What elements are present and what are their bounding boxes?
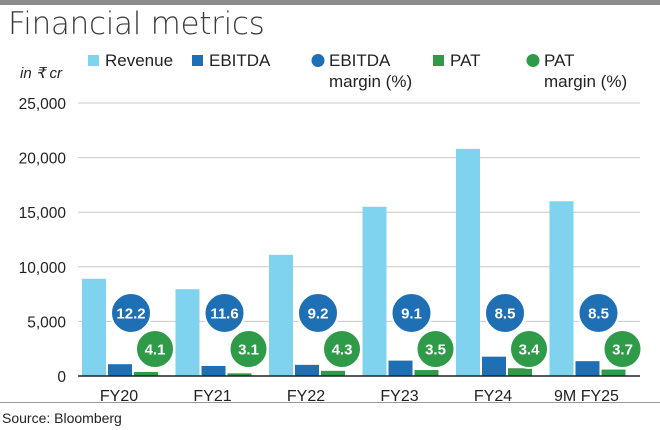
y-tick-label: 20,000 bbox=[19, 151, 67, 168]
pat-margin-bubble bbox=[415, 329, 456, 369]
ebitda-margin-bubble bbox=[390, 292, 433, 334]
ebitda-bar bbox=[295, 364, 319, 376]
x-category-label: FY23 bbox=[380, 388, 418, 405]
legend-dot-pat_margin bbox=[526, 54, 540, 67]
ebitda-bar bbox=[482, 356, 506, 376]
y-tick-label: 0 bbox=[57, 369, 66, 386]
pat-margin-bubble bbox=[322, 329, 362, 369]
ebitda-margin-label: 11.6 bbox=[210, 306, 238, 323]
y-tick-label: 10,000 bbox=[19, 260, 67, 277]
pat-margin-label: 4.3 bbox=[332, 342, 353, 359]
pat-margin-label: 3.7 bbox=[612, 342, 633, 359]
ebitda-bar bbox=[108, 364, 132, 376]
legend-label-ebitda: EBITDA bbox=[209, 51, 271, 70]
revenue-bar bbox=[175, 289, 200, 376]
ebitda-margin-bubble bbox=[484, 292, 526, 334]
pat-margin-label: 3.5 bbox=[425, 342, 446, 359]
ebitda-margin-bubble bbox=[297, 292, 339, 334]
ebitda-margin-bubble bbox=[110, 292, 152, 334]
pat-bar bbox=[134, 372, 158, 376]
y-tick-label: 25,000 bbox=[19, 96, 67, 113]
legend-swatch-revenue bbox=[88, 55, 99, 66]
pat-bar bbox=[601, 369, 626, 376]
legend-label-ebitda_margin: margin (%) bbox=[329, 72, 412, 91]
pat-margin-bubble bbox=[509, 329, 549, 369]
ebitda-margin-bubble bbox=[577, 292, 620, 334]
pat-margin-bubble bbox=[228, 329, 269, 369]
ebitda-margin-label: 8.5 bbox=[588, 306, 609, 323]
ebitda-margin-bubble bbox=[203, 292, 246, 334]
revenue-bar bbox=[456, 148, 480, 376]
legend-label-pat_margin: PAT bbox=[544, 51, 575, 70]
pat-margin-label: 3.1 bbox=[238, 342, 259, 359]
legend-label-revenue: Revenue bbox=[105, 51, 173, 70]
ebitda-margin-label: 9.1 bbox=[401, 306, 422, 323]
pat-margin-bubble bbox=[135, 329, 175, 369]
x-category-label: FY20 bbox=[100, 388, 138, 405]
source-note: Source: Bloomberg bbox=[2, 410, 122, 426]
ebitda-margin-label: 8.5 bbox=[495, 306, 516, 323]
revenue-bar bbox=[82, 278, 106, 376]
legend-swatch-pat bbox=[433, 55, 444, 66]
revenue-bar bbox=[269, 254, 293, 376]
pat-margin-bubble bbox=[602, 329, 643, 369]
revenue-bar bbox=[549, 201, 574, 376]
unit-label: in ₹ cr bbox=[20, 65, 63, 82]
y-tick-label: 5,000 bbox=[27, 314, 66, 331]
x-category-label: FY21 bbox=[193, 388, 231, 405]
legend-label-ebitda_margin: EBITDA bbox=[329, 51, 391, 70]
x-category-label: 9M FY25 bbox=[554, 388, 619, 405]
top-rule bbox=[0, 0, 660, 5]
bottom-rule bbox=[0, 402, 660, 403]
legend-swatch-ebitda bbox=[192, 55, 203, 66]
ebitda-bar bbox=[388, 360, 413, 376]
pat-bar bbox=[414, 370, 439, 376]
pat-bar bbox=[508, 368, 532, 376]
ebitda-bar bbox=[575, 361, 600, 376]
chart-title: Financial metrics bbox=[8, 6, 265, 42]
pat-bar bbox=[227, 373, 252, 376]
revenue-bar bbox=[362, 206, 387, 376]
ebitda-bar bbox=[201, 365, 226, 376]
pat-bar bbox=[321, 370, 345, 376]
pat-margin-label: 4.1 bbox=[145, 342, 166, 359]
ebitda-margin-label: 9.2 bbox=[308, 306, 329, 323]
x-category-label: FY22 bbox=[287, 388, 325, 405]
legend-label-pat: PAT bbox=[450, 51, 481, 70]
ebitda-margin-label: 12.2 bbox=[116, 306, 145, 323]
legend-label-pat_margin: margin (%) bbox=[544, 72, 627, 91]
pat-margin-label: 3.4 bbox=[519, 342, 541, 359]
x-category-label: FY24 bbox=[474, 388, 512, 405]
y-tick-label: 15,000 bbox=[19, 205, 67, 222]
legend-dot-ebitda_margin bbox=[311, 54, 325, 67]
